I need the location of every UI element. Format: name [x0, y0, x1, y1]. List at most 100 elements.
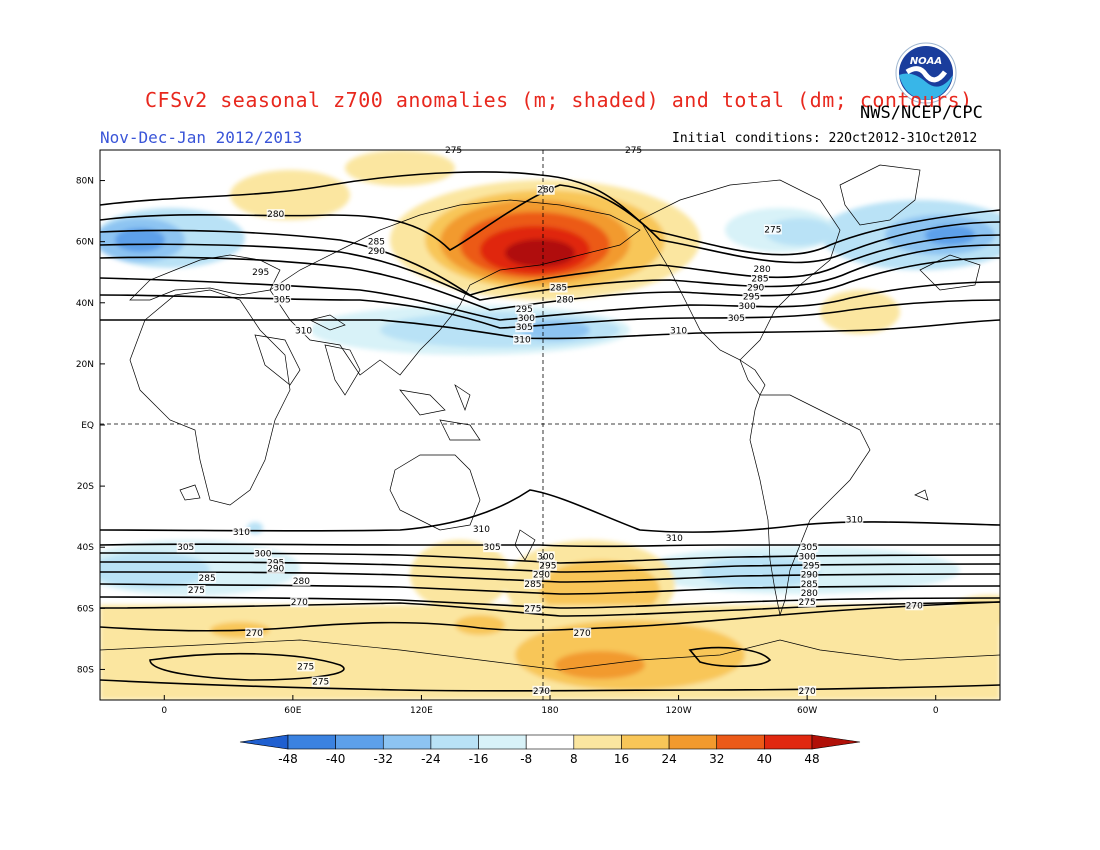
colorbar-swatch — [430, 734, 479, 750]
logo-lettering: NOAA — [910, 56, 942, 67]
contour-label-bg — [367, 236, 386, 247]
contour-label: 270 — [533, 687, 550, 697]
colorbar-tick-label: 8 — [570, 752, 578, 766]
contour-label: 275 — [297, 662, 314, 672]
contour-label-bg — [802, 560, 821, 571]
lon-label: 60E — [284, 706, 301, 716]
contour-label-bg — [187, 585, 206, 595]
contour-label-bg — [517, 313, 536, 324]
contour-label-bg — [266, 209, 285, 220]
colorbar-swatch — [382, 734, 432, 750]
contour-label-bg — [738, 300, 757, 311]
contour-label-bg — [800, 578, 819, 589]
contour-label-bg — [251, 267, 270, 278]
lat-label: 60S — [77, 604, 94, 614]
lat-label: 40S — [77, 543, 94, 553]
contour-label-bg — [532, 569, 551, 580]
colorbar-swatch — [764, 734, 813, 750]
contour-label-bg — [232, 526, 251, 537]
contour-label: 295 — [516, 305, 533, 315]
noaa-logo: NOAA — [895, 42, 957, 104]
contour-label: 275 — [799, 598, 816, 608]
colorbar-tick-label: -16 — [469, 752, 489, 766]
contour-label-bg — [800, 588, 819, 599]
colorbar-swatch — [716, 734, 765, 750]
colorbar-tick-label: 16 — [614, 752, 629, 766]
colorbar-tick-label: -32 — [373, 752, 393, 766]
contour-label: 275 — [312, 678, 329, 688]
contour-label: 280 — [801, 589, 818, 599]
contour-label: 270 — [246, 629, 263, 639]
contour-label: 310 — [670, 326, 687, 336]
contour-label-bg — [669, 325, 688, 336]
contour-label: 275 — [625, 146, 642, 156]
contour-label-bg — [483, 542, 502, 553]
contour-label-bg — [573, 627, 592, 638]
contour-label-bg — [845, 514, 864, 525]
contour-label-bg — [513, 334, 532, 345]
contour-label: 270 — [799, 687, 816, 697]
colorbar-swatch — [621, 734, 670, 750]
colorbar-tick-label: -8 — [520, 752, 532, 766]
agency-label: NWS/NCEP/CPC — [860, 103, 983, 123]
contour-label-bg — [536, 184, 555, 195]
contour-label: 285 — [524, 580, 541, 590]
colorbar-tick-label: 48 — [804, 752, 819, 766]
contour-label: 290 — [747, 284, 764, 294]
contour-label-bg — [742, 291, 761, 302]
contour-label: 295 — [743, 293, 760, 303]
contour-label-bg — [292, 575, 311, 586]
colorbar-tick-label: -40 — [326, 752, 346, 766]
colorbar-tick-label: 40 — [757, 752, 772, 766]
contour-label-bg — [536, 551, 555, 562]
contour-label: 275 — [445, 146, 462, 156]
contour-label-bg — [515, 322, 534, 333]
contour-label: 305 — [516, 323, 533, 333]
contour-label: 305 — [274, 296, 291, 306]
lat-label: 40N — [76, 299, 94, 309]
contour-label: 270 — [291, 598, 308, 608]
colorbar-tick-label: 32 — [709, 752, 724, 766]
lon-label: 0 — [161, 706, 167, 716]
contour-label: 300 — [518, 314, 535, 324]
longitude-labels: 0 60E 120E 180 120W 60W 0 — [161, 695, 939, 716]
contour-label-bg — [798, 685, 817, 696]
lon-label: 60W — [797, 706, 817, 716]
contour-label-bg — [798, 551, 817, 562]
contour-label: 305 — [484, 543, 501, 553]
lon-label: 0 — [933, 706, 939, 716]
contour-label: 295 — [252, 268, 269, 278]
contour-label-bg — [751, 273, 769, 284]
colorbar-swatch — [478, 734, 527, 750]
lat-label: 80N — [76, 177, 94, 187]
contour-label-bg — [538, 560, 557, 571]
contour-label-bg — [176, 542, 195, 553]
contour-label: 275 — [188, 586, 205, 596]
contour-label-bg — [800, 569, 819, 580]
contour-label-bg — [532, 685, 551, 696]
colorbar-swatch — [287, 734, 336, 750]
contour-label-bg — [763, 224, 782, 235]
colorbar-tick-label: 24 — [661, 752, 676, 766]
contour-label: 300 — [799, 552, 816, 562]
contour-label: 310 — [846, 516, 863, 526]
contour-label: 290 — [267, 565, 284, 575]
contour-label: 275 — [524, 604, 541, 614]
contour-label-bg — [556, 294, 574, 305]
contour-label-bg — [273, 294, 292, 305]
contour-label-bg — [367, 245, 386, 256]
contour-label: 285 — [368, 238, 385, 248]
lon-label: 120W — [666, 706, 692, 716]
contour-label-bg — [290, 597, 309, 608]
map-title: CFSv2 seasonal z700 anomalies (m; shaded… — [145, 88, 973, 112]
contour-label-bg — [727, 313, 746, 324]
contour-label-bg — [472, 523, 491, 534]
contour-label: 295 — [803, 562, 820, 572]
contour-label: 290 — [801, 571, 818, 581]
contour-label: 300 — [254, 549, 271, 559]
contour-label: 310 — [295, 326, 312, 336]
contour-label-bg — [515, 303, 534, 314]
contour-label-bg — [198, 572, 217, 583]
contour-label-bg — [294, 325, 313, 336]
